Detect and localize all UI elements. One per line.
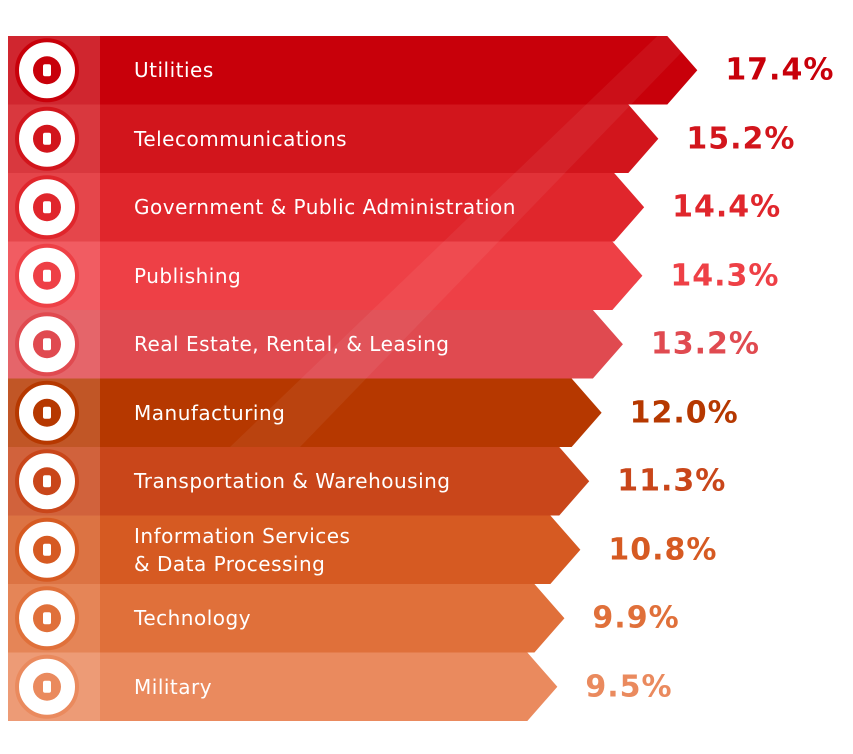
- bar: [100, 584, 565, 653]
- value-label: 10.8%: [608, 532, 718, 568]
- icon-detail: [43, 612, 51, 625]
- icon-detail: [43, 680, 51, 693]
- icon-detail: [43, 475, 51, 488]
- bar: [100, 36, 698, 105]
- value-label: 9.5%: [585, 669, 673, 705]
- icon-detail: [43, 201, 51, 214]
- bar: [100, 378, 602, 447]
- bar: [100, 173, 645, 242]
- category-label: Manufacturing: [134, 400, 286, 425]
- value-label: 12.0%: [629, 395, 739, 431]
- icon-detail: [43, 132, 51, 145]
- category-label: Government & Public Administration: [134, 195, 516, 220]
- value-label: 15.2%: [686, 121, 796, 157]
- value-label: 17.4%: [725, 52, 835, 88]
- value-label: 14.3%: [670, 258, 780, 294]
- icon-detail: [43, 64, 51, 77]
- bar: [100, 447, 590, 516]
- icon-detail: [43, 338, 51, 351]
- bar: [100, 652, 558, 721]
- bar: [100, 310, 623, 379]
- value-label: 14.4%: [672, 189, 782, 225]
- category-label: Telecommunications: [134, 126, 348, 151]
- category-label: Military: [134, 674, 213, 699]
- icon-detail: [43, 269, 51, 282]
- category-label: Information Services & Data Processing: [134, 523, 351, 576]
- bar: [100, 515, 581, 584]
- icon-detail: [43, 543, 51, 556]
- category-label: Transportation & Warehousing: [134, 469, 451, 494]
- value-label: 9.9%: [592, 600, 680, 636]
- bar: [100, 104, 659, 173]
- category-label: Real Estate, Rental, & Leasing: [134, 332, 450, 357]
- icon-detail: [43, 406, 51, 419]
- category-label: Technology: [134, 606, 252, 631]
- sheen: [230, 36, 698, 447]
- value-label: 11.3%: [617, 463, 727, 499]
- value-label: 13.2%: [650, 326, 760, 362]
- category-label: Utilities: [134, 58, 214, 83]
- category-label: Publishing: [134, 263, 242, 288]
- bar: [100, 241, 643, 310]
